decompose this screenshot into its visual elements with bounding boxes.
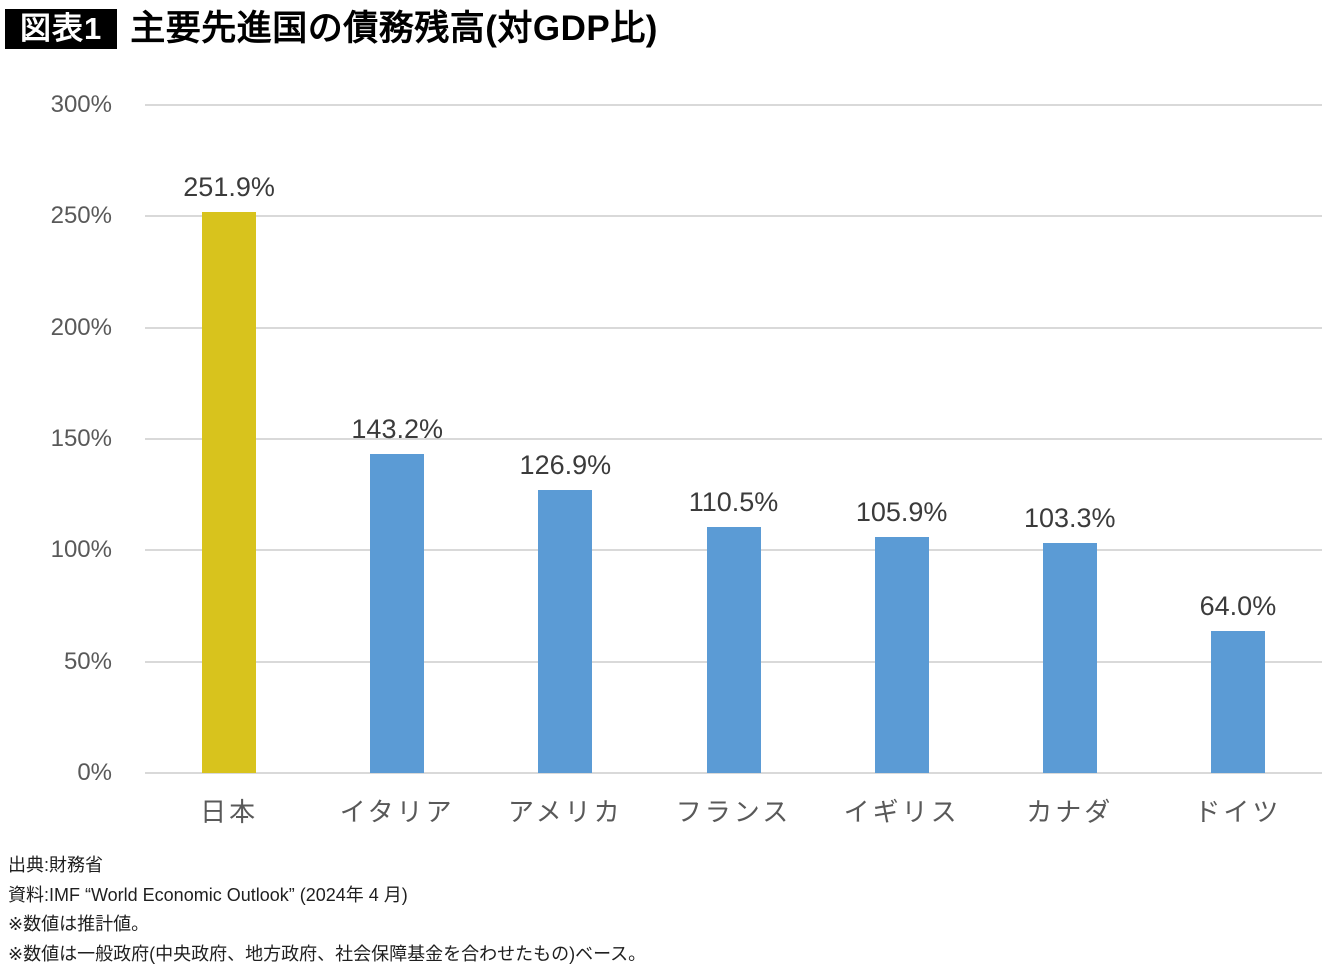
y-axis-tick-label: 200%: [50, 313, 112, 341]
x-axis-category-label-uk: イギリス: [843, 797, 960, 827]
y-axis-tick-label: 0%: [77, 759, 112, 786]
chart-header: 図表1 主要先進国の債務残高(対GDP比): [5, 8, 658, 50]
bar-value-label-france: 110.5%: [688, 486, 779, 517]
footer-notes: 出典:財務省 資料:IMF “World Economic Outlook” (…: [8, 851, 646, 969]
bar-value-label-canada: 103.3%: [1023, 503, 1116, 533]
gridline: [145, 104, 1322, 106]
figure-number-badge: 図表1: [5, 9, 118, 49]
x-axis-category-label-usa: アメリカ: [507, 797, 623, 827]
gridline: [145, 326, 1322, 329]
reference-note: 資料:IMF “World Economic Outlook” (2024年 4…: [8, 884, 408, 905]
plot-area: 251.9% 143.2% 126.9% 110.5% 105.9% 103.3% 64.0…: [145, 104, 1322, 774]
bar-value-label-italy: 143.2%: [351, 414, 443, 445]
y-axis-tick-label: 300%: [50, 91, 112, 118]
basis-note: ※数値は一般政府(中央政府、地方政府、社会保障基金を合わせたもの)ベース。: [8, 943, 647, 964]
x-axis-category-label-france: フランス: [675, 797, 792, 827]
gridline: [145, 438, 1322, 440]
x-axis-category-label-germany: ドイツ: [1194, 797, 1282, 827]
bar-usa: [538, 490, 593, 773]
bar-japan: [202, 212, 257, 773]
bar-uk: [874, 537, 929, 773]
bar-canada: [1042, 543, 1097, 773]
y-axis-tick-label: 150%: [50, 425, 112, 452]
y-axis-tick-label: 50%: [63, 647, 112, 675]
y-axis-tick-label: 250%: [50, 202, 112, 230]
estimate-note: ※数値は推計値。: [8, 914, 150, 934]
gridline: [145, 772, 1322, 774]
y-axis-tick-label: 100%: [50, 536, 112, 564]
bar-france: [706, 526, 761, 773]
source-note: 出典:財務省: [8, 855, 104, 875]
x-axis: 日本 イタリア アメリカ フランス イギリス カナダ ドイツ: [145, 795, 1322, 835]
x-axis-category-label-italy: イタリア: [339, 797, 455, 827]
y-axis: 0% 50% 100% 150% 200% 250% 300%: [0, 91, 112, 786]
x-axis-category-label-canada: カナダ: [1026, 797, 1114, 827]
chart-title: 主要先進国の債務残高(対GDP比): [130, 9, 658, 48]
gridline: [145, 215, 1322, 218]
x-axis-category-label-japan: 日本: [200, 797, 259, 827]
bar-germany: [1210, 630, 1265, 773]
bar-value-label-japan: 251.9%: [183, 172, 275, 203]
bar-value-label-germany: 64.0%: [1199, 590, 1277, 621]
bar-value-label-usa: 126.9%: [519, 450, 612, 481]
bar-italy: [370, 454, 425, 773]
bar-value-label-uk: 105.9%: [855, 497, 948, 528]
